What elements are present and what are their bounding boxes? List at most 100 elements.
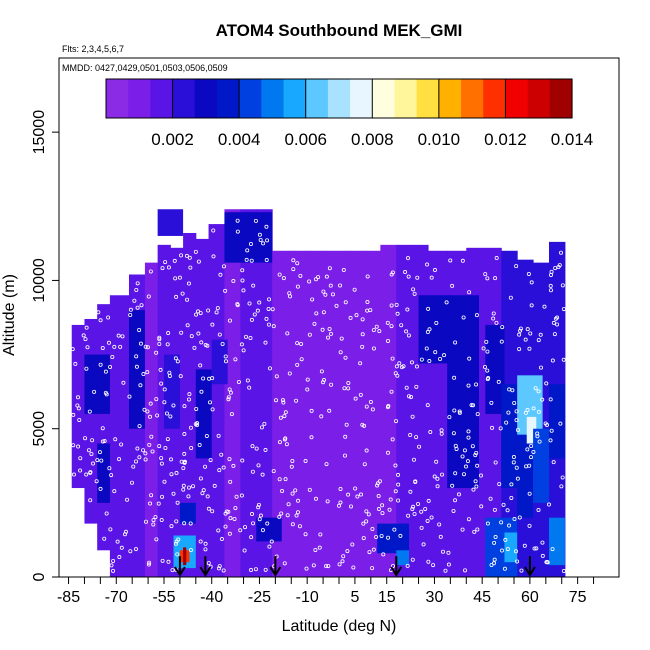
sample-point <box>387 507 392 512</box>
sample-point <box>186 281 191 286</box>
sample-point <box>116 333 121 338</box>
sample-point <box>453 498 458 503</box>
sample-point <box>389 389 394 394</box>
sample-point <box>279 511 284 516</box>
sample-point <box>87 409 92 414</box>
colorbar-swatch <box>438 79 462 118</box>
sample-point <box>343 434 348 439</box>
sample-point <box>107 466 112 471</box>
sample-point <box>135 281 140 286</box>
sample-point <box>309 408 314 413</box>
sample-point <box>473 479 478 484</box>
sample-point <box>216 528 221 533</box>
sample-point <box>269 539 274 544</box>
sample-point <box>442 353 447 358</box>
sample-point <box>248 241 253 246</box>
sample-point <box>405 307 410 312</box>
sample-point <box>531 449 536 454</box>
arrow-head <box>524 566 536 577</box>
sample-point <box>203 541 208 546</box>
sample-point <box>149 493 154 498</box>
sample-point <box>429 275 434 280</box>
sample-point <box>295 341 300 346</box>
sample-point <box>518 326 523 331</box>
feature-cell <box>549 517 565 566</box>
sample-point <box>187 485 192 490</box>
sample-point <box>162 400 167 405</box>
sample-point <box>395 311 400 316</box>
sample-point <box>529 280 534 285</box>
sample-point <box>408 489 413 494</box>
sample-point <box>198 311 203 316</box>
sample-point <box>277 440 282 445</box>
sample-point <box>216 566 221 571</box>
sample-point <box>160 558 165 563</box>
sample-point <box>157 444 162 449</box>
sample-point <box>141 372 146 377</box>
curtain-column <box>183 232 197 577</box>
sample-point <box>531 406 536 411</box>
sample-point <box>446 550 451 555</box>
sample-point <box>312 321 317 326</box>
sample-point <box>330 292 335 297</box>
sample-point <box>310 297 315 302</box>
sample-point <box>405 563 410 568</box>
sample-point <box>411 457 416 462</box>
sample-point <box>509 482 514 487</box>
feature-cell <box>533 428 549 503</box>
sample-point <box>145 345 150 350</box>
curtain-column <box>240 209 257 577</box>
sample-point <box>265 521 270 526</box>
sample-point <box>166 265 171 270</box>
sample-point <box>501 502 506 507</box>
sample-point <box>552 332 557 337</box>
sample-point <box>228 516 233 521</box>
sample-point <box>235 229 240 234</box>
sample-point <box>438 357 443 362</box>
sample-point <box>370 566 375 571</box>
sample-point <box>515 559 520 564</box>
colorbar-tick-label: 0.010 <box>418 130 461 149</box>
sample-point <box>366 512 371 517</box>
x-tick-label: -25 <box>248 589 271 606</box>
sample-point <box>151 518 156 523</box>
sample-point <box>385 450 390 455</box>
sample-point <box>303 532 308 537</box>
sample-point <box>362 423 367 428</box>
sample-point <box>539 365 544 370</box>
sample-point <box>239 342 244 347</box>
sample-point <box>351 565 356 570</box>
sample-point <box>215 306 220 311</box>
feature-cell <box>485 324 505 414</box>
sample-point <box>496 379 501 384</box>
sample-point <box>321 289 326 294</box>
sample-point <box>188 548 193 553</box>
sample-point <box>256 505 261 510</box>
sample-point <box>148 401 153 406</box>
sample-point <box>141 448 146 453</box>
sample-point <box>305 377 310 382</box>
sample-point <box>450 283 455 288</box>
sample-point <box>395 373 400 378</box>
sample-point <box>241 288 246 293</box>
sample-point <box>106 315 111 320</box>
sample-point <box>159 518 164 523</box>
sample-point <box>414 364 419 369</box>
sample-point <box>474 484 479 489</box>
sample-point <box>364 448 369 453</box>
sample-point <box>290 522 295 527</box>
sample-point <box>349 504 354 509</box>
sample-point <box>260 472 265 477</box>
sample-point <box>475 527 480 532</box>
sample-point <box>163 445 168 450</box>
sample-point <box>365 308 370 313</box>
sample-point <box>393 489 398 494</box>
sample-point <box>263 567 268 572</box>
sample-point <box>411 287 416 292</box>
sample-point <box>188 425 193 430</box>
sample-point <box>226 397 231 402</box>
sample-point <box>194 406 199 411</box>
sample-point <box>218 272 223 277</box>
sample-point <box>295 362 300 367</box>
sample-point <box>76 406 81 411</box>
